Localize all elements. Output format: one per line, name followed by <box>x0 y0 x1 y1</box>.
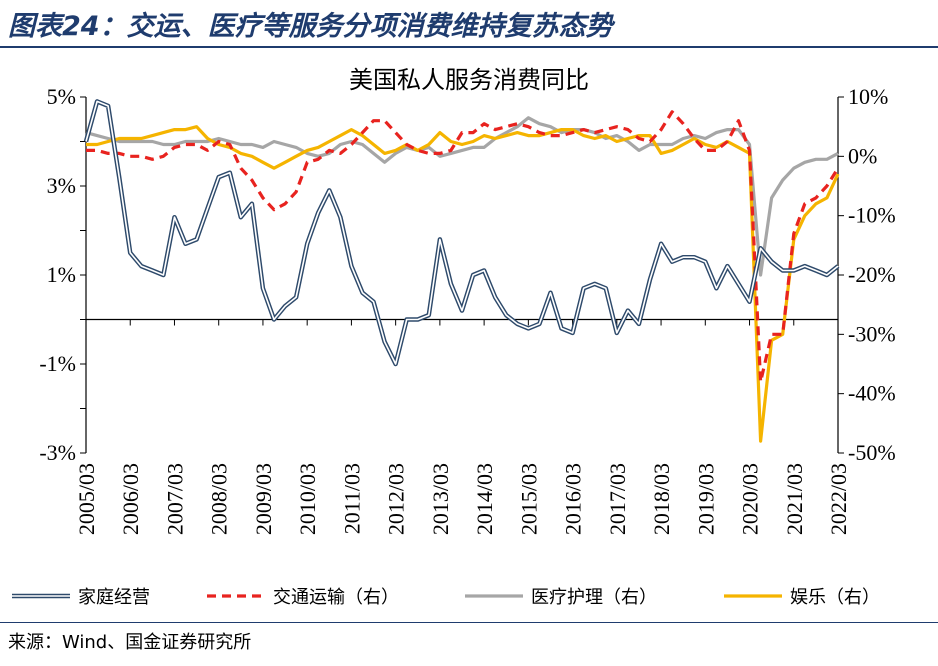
chart-legend: 家庭经营 交通运输（右） 医疗护理（右） 娱乐（右） <box>12 587 880 608</box>
right-y-tick-label: -40% <box>848 381 896 406</box>
x-tick-label: 2009/03 <box>251 463 276 535</box>
x-tick-label: 2005/03 <box>74 463 99 535</box>
x-tick-label: 2020/03 <box>738 463 763 535</box>
source-divider <box>0 622 938 623</box>
right-y-tick-label: 0% <box>848 143 877 168</box>
chart-title: 美国私人服务消费同比 <box>349 66 589 94</box>
x-tick-label: 2022/03 <box>826 463 851 535</box>
x-tick-label: 2012/03 <box>384 463 409 535</box>
left-y-tick-label: -3% <box>39 440 76 465</box>
x-tick-label: 2019/03 <box>693 463 718 535</box>
chart-series <box>83 99 840 443</box>
chart-axes: 5% 3% 1% -1% -3% 10% 0% -10% -20% -30% -40% -50% 200… <box>39 84 895 535</box>
right-y-tick-label: 10% <box>848 84 888 109</box>
right-y-tick-label: -10% <box>848 203 896 228</box>
x-tick-label: 2006/03 <box>118 463 143 535</box>
x-tick-label: 2016/03 <box>561 463 586 535</box>
x-tick-label: 2010/03 <box>295 463 320 535</box>
x-tick-label: 2008/03 <box>207 463 232 535</box>
series-line <box>86 110 840 384</box>
x-tick-label: 2018/03 <box>649 463 674 535</box>
x-tick-label: 2015/03 <box>516 463 541 535</box>
left-y-tick-label: 3% <box>47 173 76 198</box>
legend-label: 医疗护理（右） <box>531 587 657 608</box>
x-tick-label: 2011/03 <box>339 463 364 534</box>
x-tick-label: 2017/03 <box>605 463 630 535</box>
line-chart: 美国私人服务消费同比 5% 3% 1% -1% -3% 10% 0% -10% -20% -30%… <box>12 66 896 608</box>
x-tick-label: 2021/03 <box>782 463 807 535</box>
legend-label: 交通运输（右） <box>273 587 399 608</box>
x-tick-label: 2007/03 <box>162 463 187 535</box>
right-y-tick-label: -30% <box>848 321 896 346</box>
left-y-tick-label: 1% <box>47 262 76 287</box>
right-y-tick-label: -50% <box>848 440 896 465</box>
title-divider <box>0 46 938 48</box>
series-line-inner <box>85 100 839 365</box>
left-y-tick-label: 5% <box>47 84 76 109</box>
left-y-tick-label: -1% <box>39 351 76 376</box>
x-tick-label: 2013/03 <box>428 463 453 535</box>
source-note: 来源：Wind、国金证券研究所 <box>8 632 252 653</box>
legend-label: 家庭经营 <box>78 587 150 608</box>
series-line <box>86 125 840 443</box>
x-tick-label: 2014/03 <box>472 463 497 535</box>
legend-label: 娱乐（右） <box>790 587 880 608</box>
figure-title: 图表24：交运、医疗等服务分项消费维持复苏态势 <box>8 11 613 42</box>
right-y-tick-label: -20% <box>848 262 896 287</box>
